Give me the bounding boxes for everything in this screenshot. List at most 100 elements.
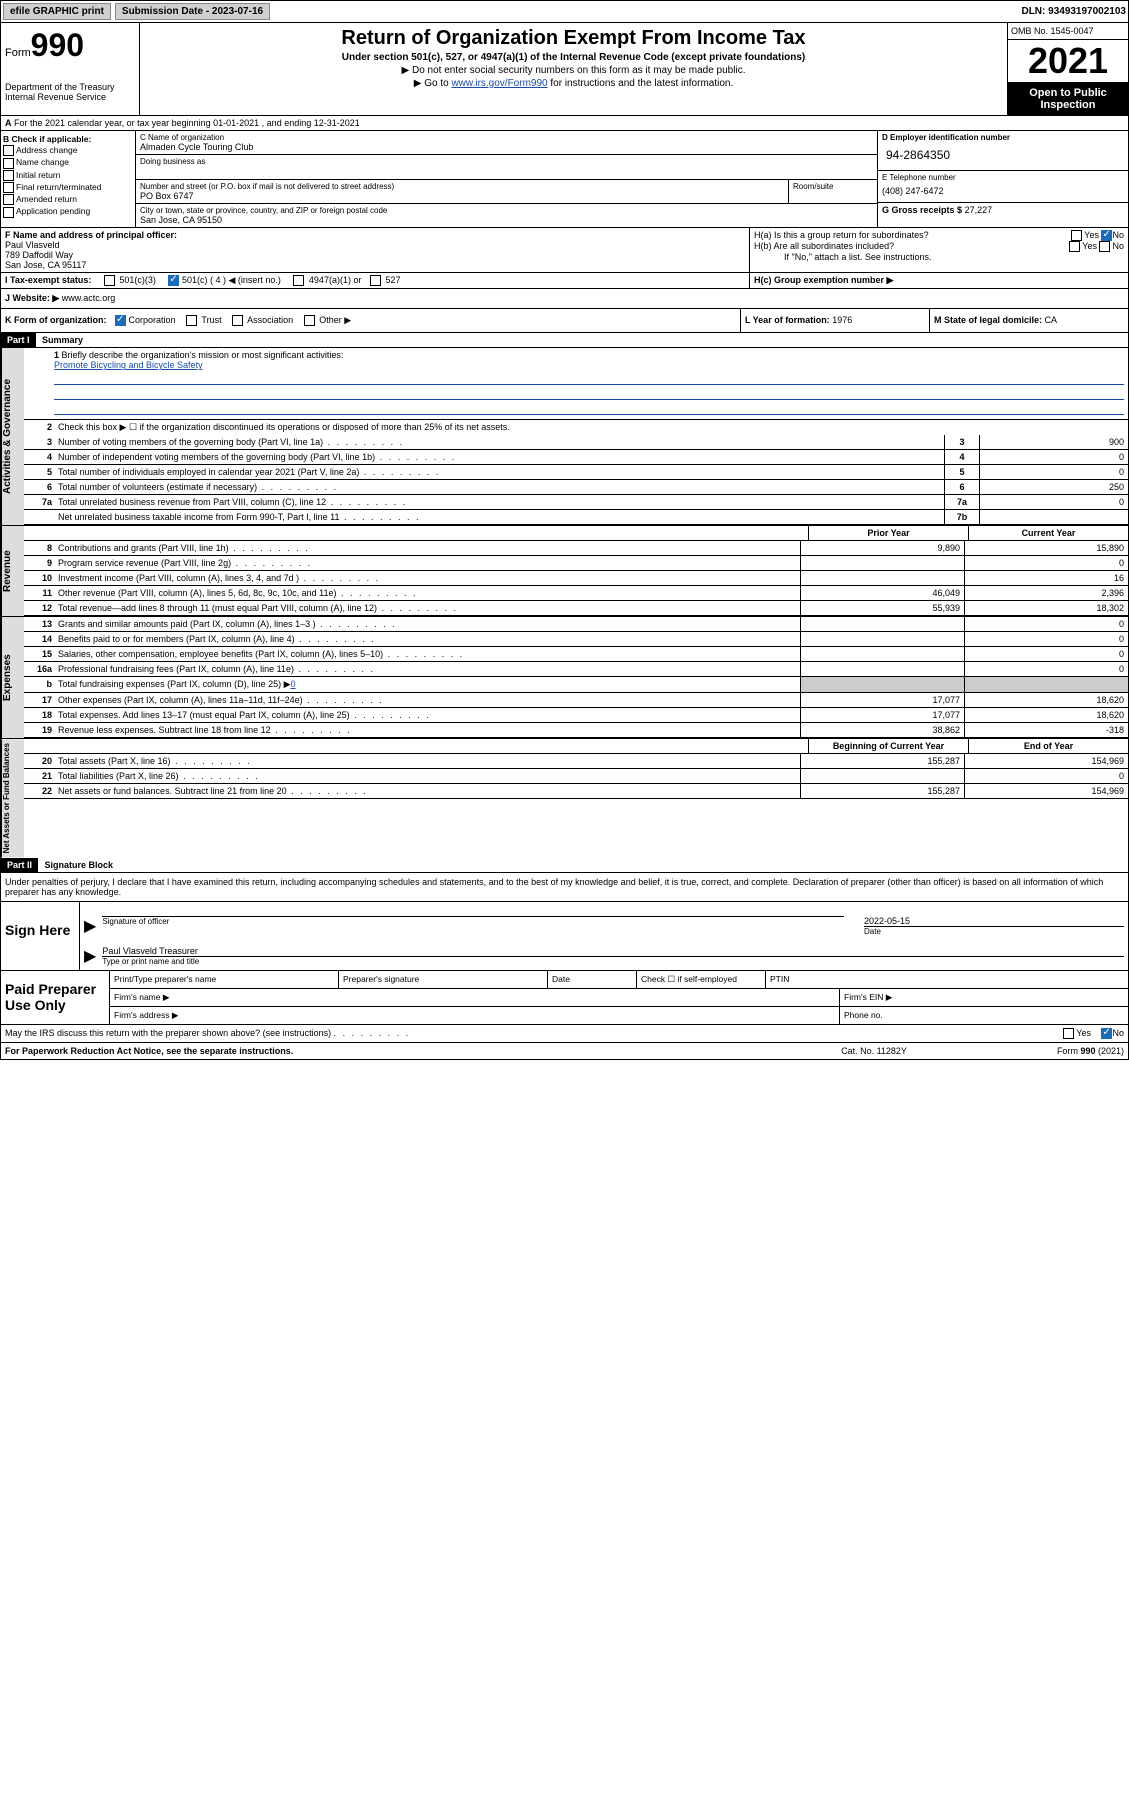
paid-h2: Preparer's signature bbox=[339, 971, 548, 988]
gross-label: G Gross receipts $ bbox=[882, 205, 962, 215]
hb-label: H(b) Are all subordinates included? bbox=[754, 241, 1069, 252]
expense-line: 19 Revenue less expenses. Subtract line … bbox=[24, 723, 1128, 738]
part2-title: Signature Block bbox=[45, 860, 114, 870]
line-val: 0 bbox=[979, 450, 1128, 464]
hb-no-label: No bbox=[1112, 241, 1124, 251]
discuss-text: May the IRS discuss this return with the… bbox=[5, 1028, 331, 1038]
phone-label: E Telephone number bbox=[882, 173, 1124, 182]
prior-val: 46,049 bbox=[800, 586, 964, 600]
ha-no[interactable] bbox=[1101, 230, 1112, 241]
chk-name-change[interactable] bbox=[3, 158, 14, 169]
curr-val: 154,969 bbox=[964, 754, 1128, 768]
hb-yes-label: Yes bbox=[1082, 241, 1097, 251]
opt-name: Name change bbox=[16, 157, 69, 167]
line-text: Net assets or fund balances. Subtract li… bbox=[54, 784, 800, 798]
prior-val bbox=[800, 556, 964, 570]
rev-blank-num bbox=[24, 526, 54, 540]
chk-501c[interactable] bbox=[168, 275, 179, 286]
rev-header: Prior Year Current Year bbox=[24, 526, 1128, 541]
footer: For Paperwork Reduction Act Notice, see … bbox=[1, 1043, 1128, 1059]
expense-line: 17 Other expenses (Part IX, column (A), … bbox=[24, 693, 1128, 708]
paid-h3: Date bbox=[548, 971, 637, 988]
paid-h4: Check ☐ if self-employed bbox=[637, 971, 766, 988]
chk-initial[interactable] bbox=[3, 170, 14, 181]
mission-link[interactable]: Promote Bicycling and Bicycle Safety bbox=[54, 360, 203, 370]
chk-527[interactable] bbox=[370, 275, 381, 286]
line-box: 7a bbox=[944, 495, 979, 509]
form-container: efile GRAPHIC print Submission Date - 20… bbox=[0, 0, 1129, 1060]
expense-line: 13 Grants and similar amounts paid (Part… bbox=[24, 617, 1128, 632]
summary-line: 4 Number of independent voting members o… bbox=[24, 450, 1128, 465]
chk-pending[interactable] bbox=[3, 207, 14, 218]
vtab-revenue: Revenue bbox=[1, 526, 24, 616]
header: Form990 Department of the Treasury Inter… bbox=[1, 23, 1128, 116]
hb-no[interactable] bbox=[1099, 241, 1110, 252]
opt-501c3: 501(c)(3) bbox=[119, 275, 156, 285]
chk-amended[interactable] bbox=[3, 194, 14, 205]
line16b-text: Total fundraising expenses (Part IX, col… bbox=[54, 677, 800, 692]
curr-val: 2,396 bbox=[964, 586, 1128, 600]
col-prior: Prior Year bbox=[808, 526, 968, 540]
chk-4947[interactable] bbox=[293, 275, 304, 286]
line16b-num: b bbox=[24, 677, 54, 692]
expense-line: 16a Professional fundraising fees (Part … bbox=[24, 662, 1128, 677]
chk-address-change[interactable] bbox=[3, 145, 14, 156]
prior-val: 155,287 bbox=[800, 754, 964, 768]
summary-line: Net unrelated business taxable income fr… bbox=[24, 510, 1128, 525]
prior-val bbox=[800, 632, 964, 646]
efile-print-button[interactable]: efile GRAPHIC print bbox=[3, 3, 111, 20]
opt-initial: Initial return bbox=[16, 170, 60, 180]
section-d: D Employer identification number 94-2864… bbox=[878, 131, 1128, 227]
chk-trust[interactable] bbox=[186, 315, 197, 326]
chk-corp[interactable] bbox=[115, 315, 126, 326]
chk-other[interactable] bbox=[304, 315, 315, 326]
line-num: 5 bbox=[24, 465, 54, 479]
note1: ▶ Do not enter social security numbers o… bbox=[144, 65, 1003, 76]
hb-yes[interactable] bbox=[1069, 241, 1080, 252]
sign-here: Sign Here ▶ Signature of officer 2022-05… bbox=[1, 901, 1128, 970]
summary-governance: Activities & Governance 1 Briefly descri… bbox=[1, 348, 1128, 525]
summary-expenses: Expenses 13 Grants and similar amounts p… bbox=[1, 616, 1128, 738]
revenue-line: 11 Other revenue (Part VIII, column (A),… bbox=[24, 586, 1128, 601]
vtab-governance: Activities & Governance bbox=[1, 348, 24, 525]
paid-h1: Print/Type preparer's name bbox=[110, 971, 339, 988]
curr-val: 18,620 bbox=[964, 693, 1128, 707]
line-num: 15 bbox=[24, 647, 54, 661]
line-num: 18 bbox=[24, 708, 54, 722]
expense-line: 15 Salaries, other compensation, employe… bbox=[24, 647, 1128, 662]
firm-ein-label: Firm's EIN ▶ bbox=[840, 989, 1128, 1006]
chk-501c3[interactable] bbox=[104, 275, 115, 286]
line-text: Benefits paid to or for members (Part IX… bbox=[54, 632, 800, 646]
revenue-line: 8 Contributions and grants (Part VIII, l… bbox=[24, 541, 1128, 556]
chk-assoc[interactable] bbox=[232, 315, 243, 326]
discuss-no[interactable] bbox=[1101, 1028, 1112, 1039]
prior-val: 38,862 bbox=[800, 723, 964, 737]
opt-address: Address change bbox=[16, 145, 77, 155]
line-val: 250 bbox=[979, 480, 1128, 494]
firm-name-label: Firm's name ▶ bbox=[110, 989, 840, 1006]
line-num: 22 bbox=[24, 784, 54, 798]
sig-arrow-icon: ▶ bbox=[84, 916, 96, 936]
prior-val: 155,287 bbox=[800, 784, 964, 798]
curr-val: -318 bbox=[964, 723, 1128, 737]
irs-link[interactable]: www.irs.gov/Form990 bbox=[451, 78, 547, 89]
ha-yes[interactable] bbox=[1071, 230, 1082, 241]
line-num: 8 bbox=[24, 541, 54, 555]
officer-name: Paul Vlasveld bbox=[5, 240, 745, 250]
opt-4947: 4947(a)(1) or bbox=[309, 275, 362, 285]
line-num: 4 bbox=[24, 450, 54, 464]
officer-addr: 789 Daffodil Way bbox=[5, 250, 745, 260]
discuss-yes[interactable] bbox=[1063, 1028, 1074, 1039]
line-num: 6 bbox=[24, 480, 54, 494]
prior-val bbox=[800, 662, 964, 676]
row-a-text: For the 2021 calendar year, or tax year … bbox=[14, 118, 360, 128]
vtab-net: Net Assets or Fund Balances bbox=[1, 739, 24, 857]
org-name: Almaden Cycle Touring Club bbox=[140, 142, 873, 152]
opt-pending: Application pending bbox=[16, 206, 90, 216]
chk-final[interactable] bbox=[3, 182, 14, 193]
line16b-link[interactable]: 0 bbox=[291, 679, 296, 689]
addr-value: PO Box 6747 bbox=[140, 191, 784, 201]
sig-under-label: Signature of officer bbox=[102, 917, 844, 926]
line-text: Other expenses (Part IX, column (A), lin… bbox=[54, 693, 800, 707]
line-text: Total number of individuals employed in … bbox=[54, 465, 944, 479]
